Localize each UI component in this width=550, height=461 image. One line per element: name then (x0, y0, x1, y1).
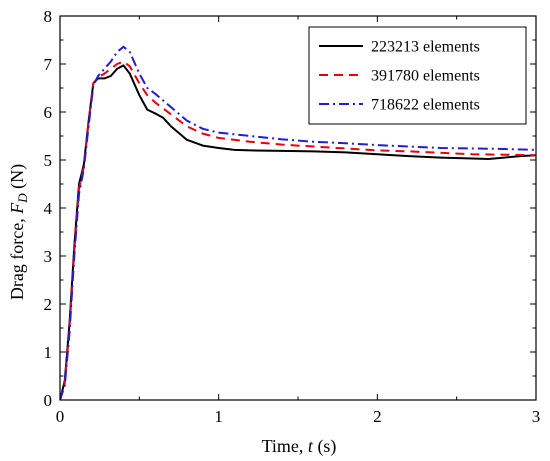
legend-label-1: 223213 elements (371, 39, 480, 56)
x-tick-label: 1 (214, 407, 223, 426)
y-tick-label: 2 (44, 295, 53, 314)
x-tick-label: 3 (532, 407, 541, 426)
y-tick-label: 1 (44, 343, 53, 362)
x-axis-title: Time, t (s) (262, 436, 337, 457)
series-line-2 (60, 60, 536, 400)
legend: 223213 elements 391780 elements 718622 ele… (308, 26, 527, 125)
y-tick-label: 6 (44, 103, 53, 122)
y-tick-label: 0 (44, 391, 53, 410)
x-tick-label: 0 (56, 407, 65, 426)
y-axis-title: Drag force, FD (N) (7, 164, 30, 300)
plot-area (60, 45, 536, 400)
y-tick-label: 3 (44, 247, 53, 266)
y-tick-label: 8 (44, 7, 53, 26)
legend-label-3: 718622 elements (371, 97, 480, 114)
legend-box (308, 26, 527, 125)
x-tick-label: 2 (373, 407, 382, 426)
axes: 0 1 2 3 0 1 2 3 4 5 6 7 8 (44, 7, 541, 426)
legend-label-2: 391780 elements (371, 68, 480, 85)
series-line-3 (60, 45, 536, 400)
y-tick-label: 4 (44, 199, 53, 218)
y-tick-label: 7 (44, 55, 53, 74)
y-tick-label: 5 (44, 151, 53, 170)
